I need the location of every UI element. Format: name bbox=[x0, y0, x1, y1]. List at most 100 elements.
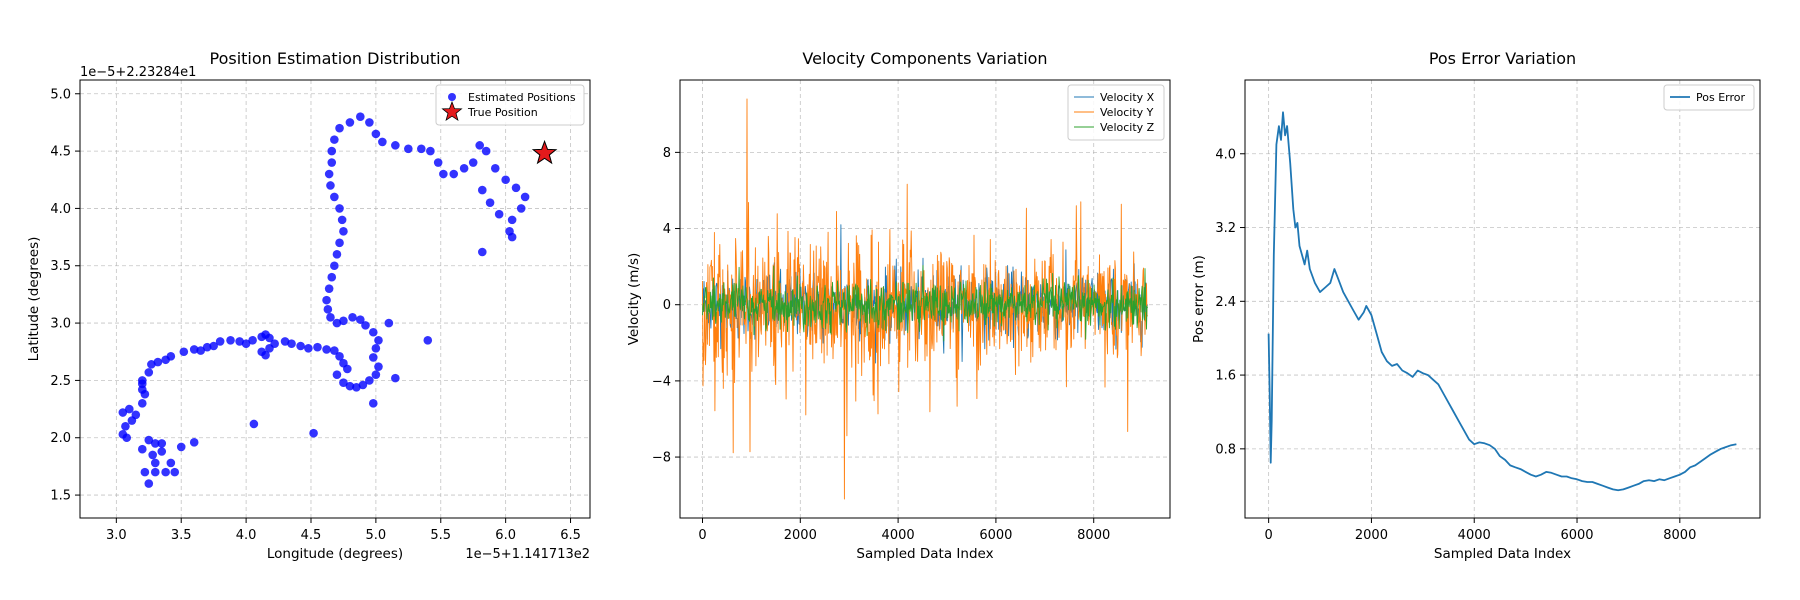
estimated-position-point bbox=[332, 318, 342, 328]
legend-marker-swatch bbox=[448, 93, 456, 101]
estimated-position-point bbox=[507, 215, 517, 225]
estimated-position-point bbox=[439, 169, 448, 179]
estimated-position-point bbox=[148, 450, 157, 460]
estimated-position-point bbox=[358, 380, 368, 390]
estimated-position-point bbox=[477, 185, 487, 195]
x-tick-label: 5.0 bbox=[366, 528, 387, 543]
estimated-position-point bbox=[296, 341, 305, 351]
estimated-position-point bbox=[179, 347, 189, 357]
x-tick-label: 4000 bbox=[1458, 528, 1491, 543]
estimated-position-point bbox=[196, 346, 205, 355]
y-tick-label: 0 bbox=[663, 298, 671, 313]
legend-star-swatch bbox=[441, 100, 463, 122]
estimated-position-point bbox=[391, 373, 400, 383]
y-axis-label: Velocity (m/s) bbox=[626, 253, 642, 346]
x-tick-label: 0 bbox=[698, 528, 706, 543]
axes-frame bbox=[1244, 79, 1761, 519]
estimated-position-point bbox=[322, 295, 331, 305]
x-axis-label: Sampled Data Index bbox=[1434, 546, 1571, 562]
estimated-position-point bbox=[356, 315, 365, 324]
estimated-position-point bbox=[313, 342, 322, 352]
estimated-position-point bbox=[327, 146, 337, 156]
axes-frame bbox=[679, 79, 1171, 519]
estimated-position-point bbox=[326, 313, 335, 322]
estimated-position-point bbox=[335, 352, 344, 361]
x-tick-label: 3.5 bbox=[171, 528, 192, 543]
x-tick-label: 6000 bbox=[1560, 528, 1593, 543]
estimated-position-point bbox=[153, 357, 163, 367]
estimated-position-point bbox=[323, 305, 333, 314]
estimated-position-point bbox=[147, 360, 156, 369]
y-axis-label: Latitude (degrees) bbox=[26, 237, 42, 362]
estimated-position-point bbox=[125, 404, 134, 414]
estimated-position-point bbox=[287, 339, 296, 349]
estimated-position-point bbox=[459, 163, 469, 173]
estimated-position-point bbox=[468, 158, 478, 167]
estimated-position-point bbox=[339, 316, 348, 326]
estimated-position-point bbox=[368, 327, 378, 337]
estimated-position-point bbox=[404, 144, 413, 154]
estimated-position-point bbox=[345, 381, 355, 391]
estimated-position-point bbox=[189, 438, 199, 447]
estimated-position-point bbox=[449, 169, 459, 179]
x-tick-label: 8000 bbox=[1077, 528, 1110, 543]
estimated-position-point bbox=[516, 204, 526, 213]
estimated-position-point bbox=[137, 379, 147, 389]
scatter-points bbox=[118, 112, 558, 488]
estimated-position-point bbox=[378, 137, 387, 147]
estimated-position-point bbox=[485, 198, 495, 207]
estimated-position-point bbox=[249, 419, 259, 429]
estimated-position-point bbox=[122, 433, 132, 443]
x-tick-label: 6.5 bbox=[560, 528, 581, 543]
estimated-position-point bbox=[209, 341, 218, 351]
legend-label: Velocity Y bbox=[1100, 106, 1154, 119]
estimated-position-point bbox=[176, 442, 186, 452]
tick-marks: 3.0 3.5 4.0 4.5 5.0 5.5 6.0 6.5 1.5 2.0 2.5 3.0 3.5 4… bbox=[50, 87, 581, 543]
estimated-position-point bbox=[137, 444, 147, 454]
x-offset-label: 1e−5+1.141713e2 bbox=[465, 547, 590, 562]
x-tick-label: 4.5 bbox=[301, 528, 322, 543]
estimated-position-point bbox=[337, 215, 347, 225]
x-tick-label: 4000 bbox=[882, 528, 915, 543]
estimated-position-point bbox=[189, 345, 199, 354]
estimated-position-point bbox=[477, 247, 487, 257]
x-axis-label: Sampled Data Index bbox=[856, 546, 993, 562]
estimated-position-point bbox=[348, 313, 357, 322]
y-tick-label: 3.0 bbox=[50, 317, 71, 332]
y-tick-label: 3.2 bbox=[1215, 221, 1236, 236]
estimated-position-point bbox=[475, 141, 484, 150]
estimated-position-point bbox=[507, 232, 517, 242]
estimated-position-point bbox=[330, 135, 339, 144]
estimated-position-point bbox=[166, 458, 176, 468]
y-tick-label: 2.0 bbox=[50, 431, 71, 446]
estimated-position-point bbox=[368, 353, 378, 362]
estimated-position-point bbox=[330, 261, 339, 271]
estimated-position-point bbox=[235, 337, 244, 346]
tick-marks: 0 2000 4000 6000 8000 0.8 1.6 2.4 3.2 4.0 bbox=[1215, 147, 1696, 543]
x-tick-label: 8000 bbox=[1663, 528, 1696, 543]
estimated-position-point bbox=[150, 439, 160, 448]
pos-error-line-panel: 0 2000 4000 6000 8000 0.8 1.6 2.4 3.2 4.0 Pos Erro… bbox=[1191, 49, 1761, 562]
estimated-position-point bbox=[368, 399, 378, 408]
x-tick-label: 6000 bbox=[979, 528, 1012, 543]
estimated-position-point bbox=[501, 175, 510, 185]
y-tick-label: 4.5 bbox=[50, 145, 71, 160]
estimated-position-point bbox=[384, 318, 394, 328]
estimated-position-point bbox=[150, 467, 160, 477]
legend-label: Velocity Z bbox=[1100, 121, 1155, 134]
y-tick-label: 8 bbox=[663, 146, 671, 161]
pos-error-line bbox=[1267, 111, 1737, 492]
chart-title: Pos Error Variation bbox=[1429, 49, 1576, 68]
estimated-position-point bbox=[131, 410, 141, 420]
estimated-position-point bbox=[356, 112, 365, 121]
estimated-position-point bbox=[374, 362, 383, 371]
legend: Pos Error bbox=[1663, 84, 1755, 111]
estimated-position-point bbox=[481, 146, 491, 156]
estimated-position-point bbox=[494, 209, 504, 219]
y-tick-label: 1.5 bbox=[50, 489, 71, 504]
y-offset-label: 1e−5+2.23284e1 bbox=[80, 65, 196, 80]
estimated-position-point bbox=[121, 421, 130, 431]
legend-label: Estimated Positions bbox=[468, 91, 576, 104]
legend: Estimated Positions True Position bbox=[435, 84, 585, 126]
estimated-position-point bbox=[374, 335, 383, 345]
